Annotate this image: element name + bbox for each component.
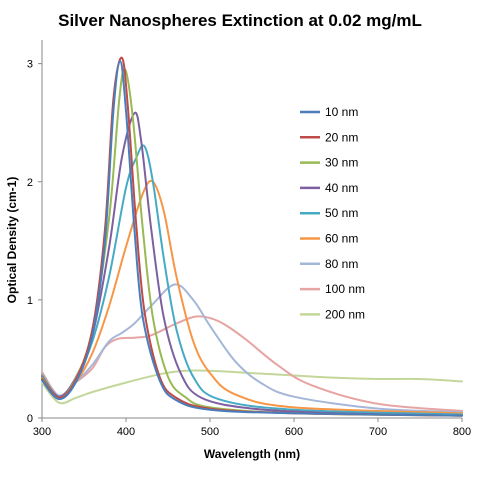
legend-label: 20 nm <box>325 130 358 144</box>
x-tick-label: 800 <box>453 426 471 438</box>
chart-title: Silver Nanospheres Extinction at 0.02 mg… <box>58 11 422 30</box>
series-line-80-nm <box>41 283 463 414</box>
y-tick-label: 2 <box>27 177 33 189</box>
series-line-200-nm <box>41 369 463 405</box>
x-tick-label: 600 <box>285 426 303 438</box>
x-tick-label: 500 <box>201 426 219 438</box>
x-axis-label: Wavelength (nm) <box>204 447 300 461</box>
series-line-50-nm <box>41 144 463 416</box>
legend-label: 60 nm <box>325 232 358 246</box>
legend-label: 100 nm <box>325 282 365 296</box>
legend-label: 200 nm <box>325 307 365 321</box>
series-lines <box>41 56 463 417</box>
x-tick-label: 300 <box>33 426 51 438</box>
legend: 10 nm 20 nm 30 nm 40 nm 50 nm 60 nm 80 nm 100 n… <box>300 105 365 321</box>
series-line-40-nm <box>41 111 463 417</box>
series-line-20-nm <box>41 56 463 417</box>
legend-label: 50 nm <box>325 206 358 220</box>
series-line-100-nm <box>41 315 463 412</box>
legend-label: 80 nm <box>325 257 358 271</box>
x-tick-label: 700 <box>369 426 387 438</box>
y-tick-label: 3 <box>27 59 33 71</box>
y-tick-label: 1 <box>27 295 33 307</box>
legend-label: 30 nm <box>325 156 358 170</box>
x-tick-label: 400 <box>117 426 135 438</box>
legend-label: 40 nm <box>325 181 358 195</box>
y-tick-label: 0 <box>27 413 33 425</box>
y-axis-label: Optical Density (cm-1) <box>5 177 19 304</box>
legend-label: 10 nm <box>325 105 358 119</box>
series-line-10-nm <box>41 60 463 417</box>
series-line-60-nm <box>41 179 463 415</box>
axes: 300 400 500 600 700 800 0 1 2 3 <box>27 40 471 438</box>
